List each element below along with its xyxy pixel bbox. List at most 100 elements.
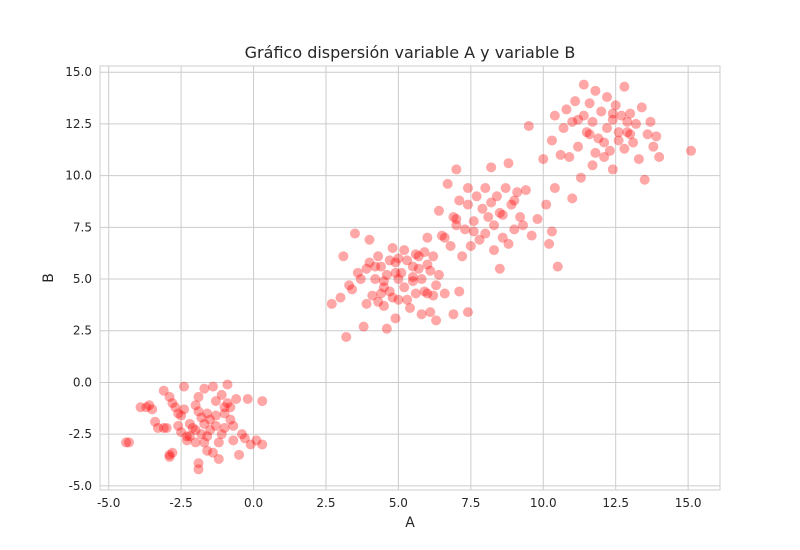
scatter-point (181, 431, 192, 442)
scatter-point (216, 389, 227, 400)
scatter-point (242, 393, 253, 404)
scatter-point (202, 431, 213, 442)
scatter-point (552, 261, 563, 272)
scatter-point (619, 81, 630, 92)
scatter-point (123, 437, 134, 448)
scatter-point (373, 251, 384, 262)
scatter-point (593, 133, 604, 144)
scatter-point (335, 292, 346, 303)
scatter-point (234, 449, 245, 460)
scatter-point (489, 245, 500, 256)
scatter-point (199, 437, 210, 448)
scatter-point (491, 191, 502, 202)
scatter-point (517, 220, 528, 231)
y-tick-label: 0.0 (73, 375, 92, 389)
scatter-point (355, 274, 366, 285)
scatter-point (622, 127, 633, 138)
y-tick-label: -5.0 (69, 479, 92, 493)
scatter-point (405, 302, 415, 313)
scatter-point (378, 300, 389, 311)
scatter-point (376, 261, 387, 272)
scatter-point (451, 164, 462, 175)
scatter-point (181, 435, 192, 446)
scatter-point (454, 286, 465, 297)
scatter-point (205, 425, 216, 436)
scatter-point (462, 307, 473, 318)
scatter-point (555, 149, 566, 160)
scatter-point (625, 129, 636, 140)
scatter-point (251, 435, 262, 446)
scatter-point (164, 449, 175, 460)
scatter-point (509, 195, 520, 206)
scatter-point (480, 183, 491, 194)
y-tick-label: 15.0 (65, 65, 92, 79)
scatter-point (228, 420, 239, 431)
scatter-point (158, 385, 169, 396)
scatter-point (199, 383, 210, 394)
scatter-point (150, 416, 161, 427)
scatter-point (381, 323, 392, 334)
scatter-point (544, 238, 555, 249)
scatter-point (613, 135, 624, 146)
scatter-point (604, 145, 615, 156)
scatter-point (581, 127, 592, 138)
scatter-point (416, 274, 427, 285)
scatter-point (393, 294, 404, 305)
scatter-point (532, 214, 543, 225)
scatter-point (196, 412, 207, 423)
scatter-point (413, 251, 424, 262)
scatter-point (561, 104, 572, 115)
scatter-point (373, 296, 384, 307)
scatter-point (190, 400, 201, 411)
scatter-point (193, 391, 204, 402)
x-tick-label: 7.5 (461, 496, 480, 510)
scatter-point (419, 247, 430, 258)
scatter-point (486, 197, 497, 208)
scatter-point (549, 110, 560, 121)
scatter-point (457, 251, 468, 262)
scatter-point (590, 85, 601, 96)
scatter-point (578, 110, 589, 121)
scatter-point (468, 226, 479, 237)
scatter-point (167, 447, 178, 458)
scatter-point (468, 216, 479, 227)
scatter-point (512, 187, 523, 198)
scatter-point (639, 174, 650, 185)
scatter-point (445, 240, 456, 251)
scatter-point (184, 431, 195, 442)
scatter-point (494, 263, 505, 274)
scatter-point (207, 447, 218, 458)
scatter-point (402, 294, 413, 305)
scatter-point (602, 92, 613, 103)
scatter-point (213, 453, 224, 464)
scatter-point (573, 141, 584, 152)
scatter-point (190, 425, 201, 436)
scatter-point (352, 267, 363, 278)
scatter-point (448, 211, 459, 222)
x-tick-labels: -5.0 -2.5 0.0 2.5 5.0 7.5 10.0 12.5 15.0 (97, 496, 702, 510)
scatter-point (393, 253, 404, 264)
x-tick-label: 12.5 (602, 496, 629, 510)
scatter-point (436, 230, 447, 241)
x-tick-label: 10.0 (530, 496, 557, 510)
scatter-point (338, 251, 349, 262)
scatter-point (489, 220, 500, 231)
scatter-point (462, 183, 473, 194)
scatter-point (407, 276, 418, 287)
y-tick-label: 10.0 (65, 169, 92, 183)
scatter-point (147, 404, 158, 415)
scatter-point (187, 422, 198, 433)
scatter-point (358, 321, 369, 332)
scatter-point (407, 271, 418, 282)
scatter-point (364, 234, 375, 245)
scatter-point (219, 408, 230, 419)
scatter-point (616, 110, 627, 121)
scatter-point (422, 232, 433, 243)
scatter-point (341, 331, 352, 342)
scatter-point (257, 439, 268, 450)
scatter-point (645, 116, 656, 127)
scatter-point (587, 116, 598, 127)
scatter-point (222, 398, 233, 409)
scatter-point (549, 183, 560, 194)
scatter-point (642, 129, 653, 140)
